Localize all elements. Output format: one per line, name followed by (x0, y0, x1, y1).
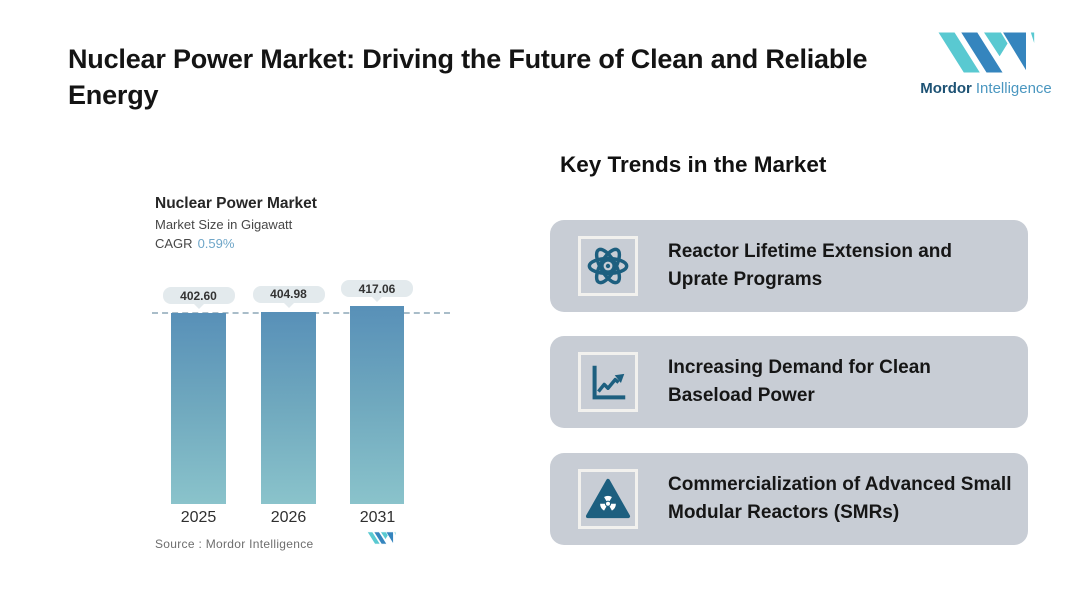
page-title: Nuclear Power Market: Driving the Future… (68, 44, 868, 110)
mordor-intelligence-logo-icon (936, 30, 1036, 75)
trend-card-text: Commercialization of Advanced Small Modu… (668, 474, 1012, 523)
value-label-2031: 417.06 (341, 280, 413, 297)
bar-2025 (171, 313, 226, 504)
mordor-intelligence-mini-logo-icon (367, 531, 396, 545)
x-tick-2025: 2025 (180, 509, 217, 526)
x-tick-2026: 2026 (270, 509, 307, 526)
trend-card-text: Reactor Lifetime Extension and Uprate Pr… (668, 241, 953, 290)
brand-logo: Mordor Intelligence (920, 30, 1052, 97)
cagr-value: 0.59% (197, 236, 235, 251)
atom-icon (587, 247, 629, 285)
trend-card-text: Increasing Demand for Clean Baseload Pow… (668, 357, 931, 406)
source-attribution: Source : Mordor Intelligence (155, 537, 314, 551)
icon-frame (578, 352, 638, 412)
trend-card-baseload-demand: Increasing Demand for Clean Baseload Pow… (550, 336, 1028, 428)
icon-frame (578, 469, 638, 529)
radiation-triangle-icon (585, 478, 631, 519)
chart-title: Nuclear Power Market (155, 195, 317, 212)
bar-2026 (261, 311, 316, 504)
trends-heading: Key Trends in the Market (560, 152, 827, 177)
line-chart-icon (592, 365, 626, 400)
x-tick-2031: 2031 (359, 509, 396, 526)
icon-frame (578, 236, 638, 296)
chart-subtitle: Market Size in Gigawatt (155, 217, 293, 232)
chart-cagr: CAGR 0.59% (155, 236, 234, 251)
bar-chart: 402.60 404.98 417.06 (150, 280, 462, 504)
bar-2031 (350, 306, 404, 504)
trend-card-smr-commercialization: Commercialization of Advanced Small Modu… (550, 453, 1028, 545)
trend-card-reactor-lifetime: Reactor Lifetime Extension and Uprate Pr… (550, 220, 1028, 312)
cagr-label: CAGR (155, 236, 193, 251)
value-label-2025: 402.60 (162, 287, 235, 304)
value-label-2026: 404.98 (252, 285, 325, 303)
brand-wordmark: Mordor Intelligence (920, 80, 1052, 97)
